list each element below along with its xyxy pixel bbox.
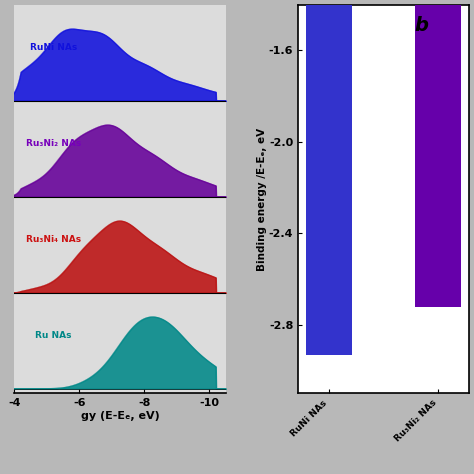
Text: Ru NAs: Ru NAs — [35, 331, 72, 340]
Text: RuNi NAs: RuNi NAs — [29, 44, 77, 53]
X-axis label: gy (E-Eₑ, eV): gy (E-Eₑ, eV) — [81, 411, 159, 421]
Y-axis label: Binding energy /E-Eₑ, eV: Binding energy /E-Eₑ, eV — [257, 128, 267, 271]
Bar — [306, 0, 352, 355]
Text: Ru₃Ni₄ NAs: Ru₃Ni₄ NAs — [26, 236, 81, 245]
Text: Ru₃Ni₂ NAs: Ru₃Ni₂ NAs — [26, 139, 81, 148]
Bar — [416, 0, 462, 307]
Text: b: b — [415, 17, 428, 36]
